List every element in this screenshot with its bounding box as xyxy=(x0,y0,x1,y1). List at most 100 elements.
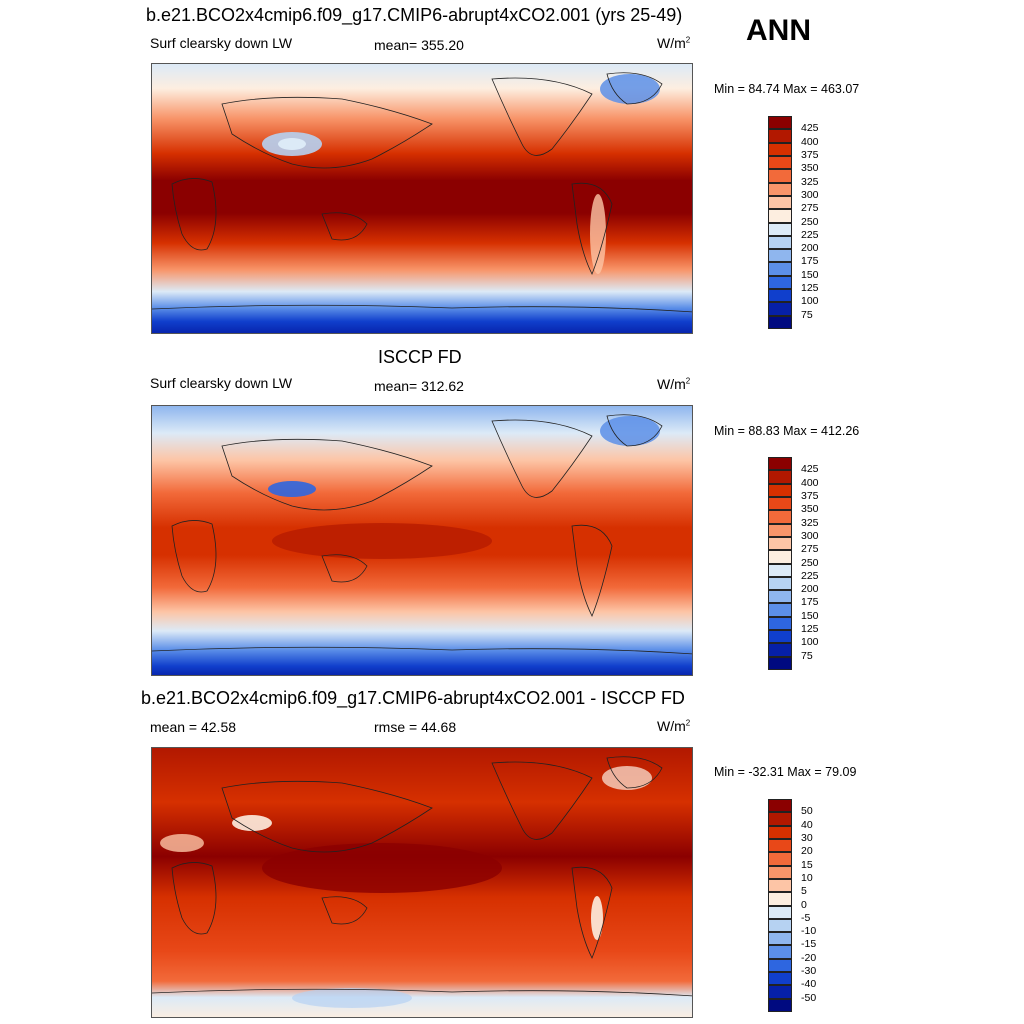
colorbar-tick-label: 400 xyxy=(801,135,819,148)
colorbar-cell xyxy=(768,905,792,919)
colorbar-tick-label: 225 xyxy=(801,228,819,241)
colorbar-cell xyxy=(768,129,792,143)
colorbar-tick-label: 125 xyxy=(801,282,819,295)
colorbar-tick-label: 100 xyxy=(801,295,819,308)
colorbar-tick-label: 275 xyxy=(801,202,819,215)
colorbar-tick-label: 150 xyxy=(801,609,819,622)
map-field xyxy=(151,63,693,334)
colorbar-cell xyxy=(768,563,792,577)
colorbar-tick-label: 300 xyxy=(801,188,819,201)
colorbar-tick-label: -50 xyxy=(801,991,817,1004)
colorbar-cell xyxy=(768,852,792,866)
minmax-label: Min = 88.83 Max = 412.26 xyxy=(714,424,860,438)
colorbar-cell xyxy=(768,289,792,303)
mean-label: mean= 312.62 xyxy=(374,378,464,394)
colorbar-tick-label: 400 xyxy=(801,476,819,489)
colorbar-tick-label: 50 xyxy=(801,805,813,818)
colorbar-tick-label: -10 xyxy=(801,925,817,938)
colorbar-tick-label: -30 xyxy=(801,965,817,978)
colorbar-tick-label: -15 xyxy=(801,938,817,951)
panel-title: b.e21.BCO2x4cmip6.f09_g17.CMIP6-abrupt4x… xyxy=(141,688,685,708)
colorbar-cell xyxy=(768,865,792,879)
colorbar-cell xyxy=(768,972,792,986)
colorbar-cell xyxy=(768,235,792,250)
colorbar-cell xyxy=(768,142,792,156)
colorbar-tick-label: 0 xyxy=(801,898,807,911)
mean-label: mean = 42.58 xyxy=(150,719,237,735)
colorbar-cell xyxy=(768,945,792,959)
colorbar-cell xyxy=(768,918,792,933)
colorbar-tick-label: 75 xyxy=(801,308,813,321)
variable-label: Surf clearsky down LW xyxy=(150,35,293,51)
colorbar-cell xyxy=(768,576,792,591)
colorbar-tick-label: 30 xyxy=(801,831,813,844)
colorbar-cell xyxy=(768,878,792,893)
colorbar-cell xyxy=(768,249,792,263)
colorbar-cell xyxy=(768,590,792,604)
colorbar-tick-label: 375 xyxy=(801,148,819,161)
colorbar-tick-label: 200 xyxy=(801,242,819,255)
colorbar-cell xyxy=(768,838,792,853)
colorbar-tick-label: 15 xyxy=(801,858,813,871)
colorbar-tick-label: 375 xyxy=(801,489,819,502)
colorbar-tick-label: 125 xyxy=(801,623,819,636)
colorbar-cells xyxy=(768,799,792,1012)
panel-title: b.e21.BCO2x4cmip6.f09_g17.CMIP6-abrupt4x… xyxy=(146,5,683,25)
colorbar-tick-label: -40 xyxy=(801,978,817,991)
colorbar-cell xyxy=(768,510,792,524)
mean-label: mean= 355.20 xyxy=(374,37,464,53)
panel-title: ISCCP FD xyxy=(378,347,462,367)
map-field xyxy=(151,747,693,1018)
colorbar-cell xyxy=(768,630,792,644)
season-label: ANN xyxy=(746,14,811,47)
colorbar-cell xyxy=(768,209,792,223)
units-label: W/m2 xyxy=(657,35,691,51)
colorbar-tick-label: -5 xyxy=(801,911,811,924)
colorbar-cell xyxy=(768,603,792,617)
colorbar-tick-label: 300 xyxy=(801,529,819,542)
colorbar-tick-label: 425 xyxy=(801,463,819,476)
colorbar-cell xyxy=(768,536,792,551)
colorbar-cell xyxy=(768,470,792,484)
colorbar-cell xyxy=(768,222,792,236)
colorbar-tick-label: 100 xyxy=(801,636,819,649)
colorbar-cell xyxy=(768,523,792,537)
colorbar-cell xyxy=(768,616,792,631)
colorbar-cell xyxy=(768,799,792,813)
colorbar-tick-label: 10 xyxy=(801,871,813,884)
colorbar-cell xyxy=(768,643,792,657)
colorbar-cell xyxy=(768,812,792,826)
colorbar-tick-label: -20 xyxy=(801,951,817,964)
colorbar-cell xyxy=(768,195,792,210)
colorbar-cell xyxy=(768,315,792,329)
colorbar-cell xyxy=(768,496,792,511)
colorbar-tick-label: 250 xyxy=(801,556,819,569)
colorbar-cell xyxy=(768,550,792,564)
colorbar-tick-label: 325 xyxy=(801,175,819,188)
colorbar-cell xyxy=(768,275,792,290)
colorbar-tick-label: 425 xyxy=(801,122,819,135)
colorbar-cell xyxy=(768,457,792,471)
colorbar-cell xyxy=(768,169,792,183)
colorbar-cell xyxy=(768,958,792,973)
colorbar-tick-label: 250 xyxy=(801,215,819,228)
colorbar-tick-label: 225 xyxy=(801,569,819,582)
colorbar-tick-label: 275 xyxy=(801,543,819,556)
colorbar-tick-label: 325 xyxy=(801,516,819,529)
colorbar-tick-label: 350 xyxy=(801,162,819,175)
map-field xyxy=(151,405,693,676)
colorbar-cell xyxy=(768,825,792,839)
colorbar-cell xyxy=(768,998,792,1012)
colorbar-cell xyxy=(768,262,792,276)
colorbar-tick-label: 350 xyxy=(801,503,819,516)
colorbar-tick-label: 20 xyxy=(801,845,813,858)
units-label: W/m2 xyxy=(657,718,691,734)
units-label: W/m2 xyxy=(657,376,691,392)
colorbar-cells xyxy=(768,116,792,329)
colorbar-tick-label: 150 xyxy=(801,268,819,281)
colorbar-tick-label: 200 xyxy=(801,583,819,596)
colorbar-cell xyxy=(768,656,792,670)
colorbar-cell xyxy=(768,483,792,497)
colorbar-tick-label: 175 xyxy=(801,596,819,609)
colorbar-tick-label: 5 xyxy=(801,885,807,898)
